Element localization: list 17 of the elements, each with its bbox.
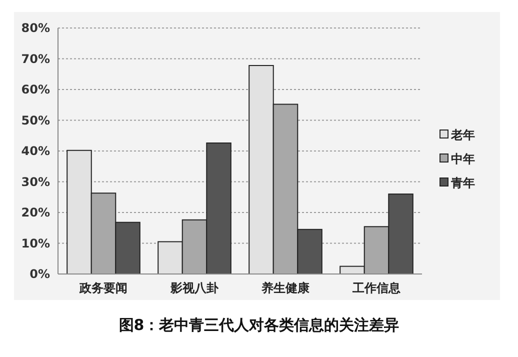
x-tick-label: 影视八卦 [170, 281, 220, 295]
x-tick-label: 政务要闻 [78, 281, 128, 295]
y-tick-label: 70% [21, 52, 50, 66]
legend-label: 中年 [451, 152, 475, 166]
y-tick-label: 80% [21, 21, 50, 36]
y-tick-label: 20% [21, 206, 50, 220]
y-tick-label: 50% [21, 113, 50, 128]
y-tick-label: 40% [21, 144, 50, 158]
text: 图8：老中青三代人对各类信息的关注差异 [118, 316, 400, 334]
y-tick-label: 0% [30, 267, 50, 282]
y-tick-label: 60% [21, 82, 50, 97]
x-tick-label: 养生健康 [260, 281, 310, 295]
y-tick-label: 10% [21, 236, 50, 250]
legend-label: 老年 [450, 128, 475, 142]
x-tick-label: 工作信息 [352, 281, 402, 295]
y-tick-label: 30% [21, 174, 50, 189]
legend-label: 青年 [450, 176, 475, 190]
